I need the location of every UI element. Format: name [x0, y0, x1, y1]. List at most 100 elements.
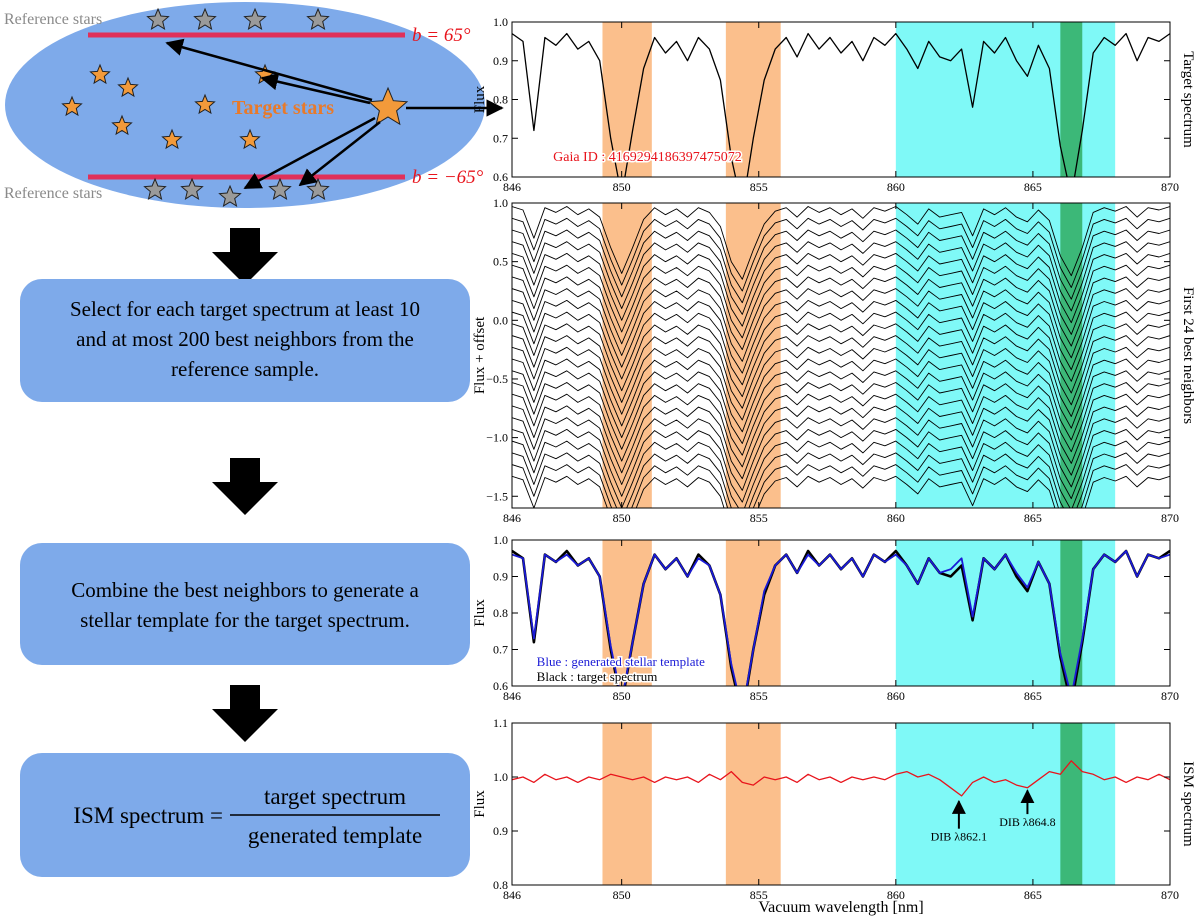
star	[367, 86, 409, 126]
band	[1060, 22, 1083, 177]
neighbor-line	[512, 370, 1170, 444]
band	[1060, 203, 1083, 508]
star	[306, 177, 330, 200]
step-box	[20, 279, 470, 402]
panel: 0.8 0.9 1.0 1.1 846 850 855 860 865 870 Flux ISM sp…	[472, 716, 1196, 916]
neighbor-line	[512, 393, 1170, 468]
y-tick-label: −1.5	[486, 489, 508, 503]
x-axis-label: Vacuum wavelength [nm]	[758, 899, 923, 916]
band	[725, 540, 781, 686]
star	[146, 7, 170, 30]
y-tick-label: 0.8	[493, 606, 508, 620]
spectrum-line	[512, 550, 1170, 686]
spectrum-line	[512, 32, 1170, 177]
annotation: DIB λ862.1	[931, 830, 987, 844]
panel-label: Target spectrum	[1180, 51, 1196, 148]
arrow	[243, 116, 376, 190]
x-tick-label: 850	[613, 180, 631, 194]
lines	[512, 32, 1170, 177]
annotation: Gaia ID : 4169294186397475072	[553, 150, 742, 165]
neighbor-line	[512, 252, 1170, 327]
y-axis-label: Flux + offset	[472, 316, 488, 394]
latitude-label: b = 65°	[412, 25, 471, 46]
x-tick-label: 855	[750, 689, 768, 703]
y-tick-label: 1.0	[493, 770, 508, 784]
neighbor-line	[512, 346, 1170, 421]
x-tick-label: 860	[887, 511, 905, 525]
y-tick-label: 0.5	[493, 255, 508, 269]
star	[239, 128, 261, 150]
x-tick-label: 855	[750, 180, 768, 194]
panel-label: ISM spectrum	[1180, 761, 1196, 847]
y-tick-label: 0.0	[493, 313, 508, 327]
x-tick-label: 870	[1161, 689, 1179, 703]
star	[193, 7, 217, 30]
band	[1060, 723, 1083, 885]
x-tick-label: 870	[1161, 511, 1179, 525]
lines	[512, 206, 1170, 508]
neighbor-line	[512, 428, 1170, 503]
x-tick-label: 846	[503, 689, 521, 703]
x-tick-label: 850	[613, 511, 631, 525]
star	[306, 7, 330, 30]
x-tick-label: 865	[1024, 689, 1042, 703]
arrow	[165, 38, 373, 102]
x-tick-label: 846	[503, 888, 521, 902]
box-text: Combine the best neighbors to generate a	[71, 578, 419, 602]
y-tick-label: 0.7	[493, 643, 508, 657]
panel-label: First 24 best neighbors	[1180, 287, 1196, 424]
x-tick-label: 855	[750, 888, 768, 902]
arrow	[298, 121, 381, 187]
y-tick-label: 0.7	[493, 131, 508, 145]
y-tick-label: 0.6	[493, 170, 508, 184]
x-tick-label: 860	[887, 180, 905, 194]
y-axis-label: Flux	[472, 599, 488, 627]
down-arrow	[212, 685, 278, 742]
neighbor-line	[512, 206, 1170, 280]
annotation: DIB λ864.8	[999, 815, 1055, 829]
y-tick-label: −0.5	[486, 372, 508, 386]
box-text: stellar template for the target spectrum…	[80, 608, 410, 632]
star	[243, 7, 267, 30]
x-tick-label: 865	[1024, 511, 1042, 525]
neighbor-line	[512, 288, 1170, 362]
x-tick-label: 846	[503, 511, 521, 525]
y-tick-label: 0.8	[493, 93, 508, 107]
neighbor-line	[512, 241, 1170, 315]
neighbor-line	[512, 440, 1170, 508]
step-box	[20, 543, 470, 665]
lines	[512, 549, 1170, 686]
y-tick-label: 0.6	[493, 679, 508, 693]
panel: 0.6 0.7 0.8 0.9 1.0 846 850 855 860 865 870 Flux Tar…	[472, 15, 1196, 194]
star	[161, 128, 183, 150]
arrows	[165, 38, 504, 190]
star	[61, 95, 83, 117]
plot-frame	[511, 722, 1171, 886]
neighbor-line	[512, 323, 1170, 398]
x-tick-label: 865	[1024, 888, 1042, 902]
legend-entry: Black : target spectrum	[537, 669, 658, 684]
workflow: Reference stars Reference stars b = 65° …	[4, 2, 504, 877]
neighbor-line	[512, 276, 1170, 351]
panel: −1.5 −1.0 −0.5 0.0 0.5 1.0 846 850 855 860 865 870 F…	[472, 196, 1196, 525]
neighbor-line	[512, 405, 1170, 480]
target-label: Target stars	[232, 97, 334, 119]
x-tick-label: 860	[887, 689, 905, 703]
x-tick-label: 865	[1024, 180, 1042, 194]
star	[111, 114, 133, 136]
band	[602, 203, 652, 508]
neighbor-line	[512, 417, 1170, 491]
spectrum-line	[512, 760, 1170, 797]
arrow	[260, 73, 371, 105]
band	[1060, 540, 1083, 686]
plot-frame	[511, 202, 1171, 509]
sky-region	[5, 2, 485, 208]
star	[89, 63, 111, 85]
x-tick-label: 850	[613, 689, 631, 703]
box-text: and at most 200 best neighbors from the	[76, 327, 414, 351]
x-tick-label: 870	[1161, 888, 1179, 902]
x-tick-label: 850	[613, 888, 631, 902]
reference-label: Reference stars	[4, 11, 102, 28]
star	[117, 76, 139, 98]
